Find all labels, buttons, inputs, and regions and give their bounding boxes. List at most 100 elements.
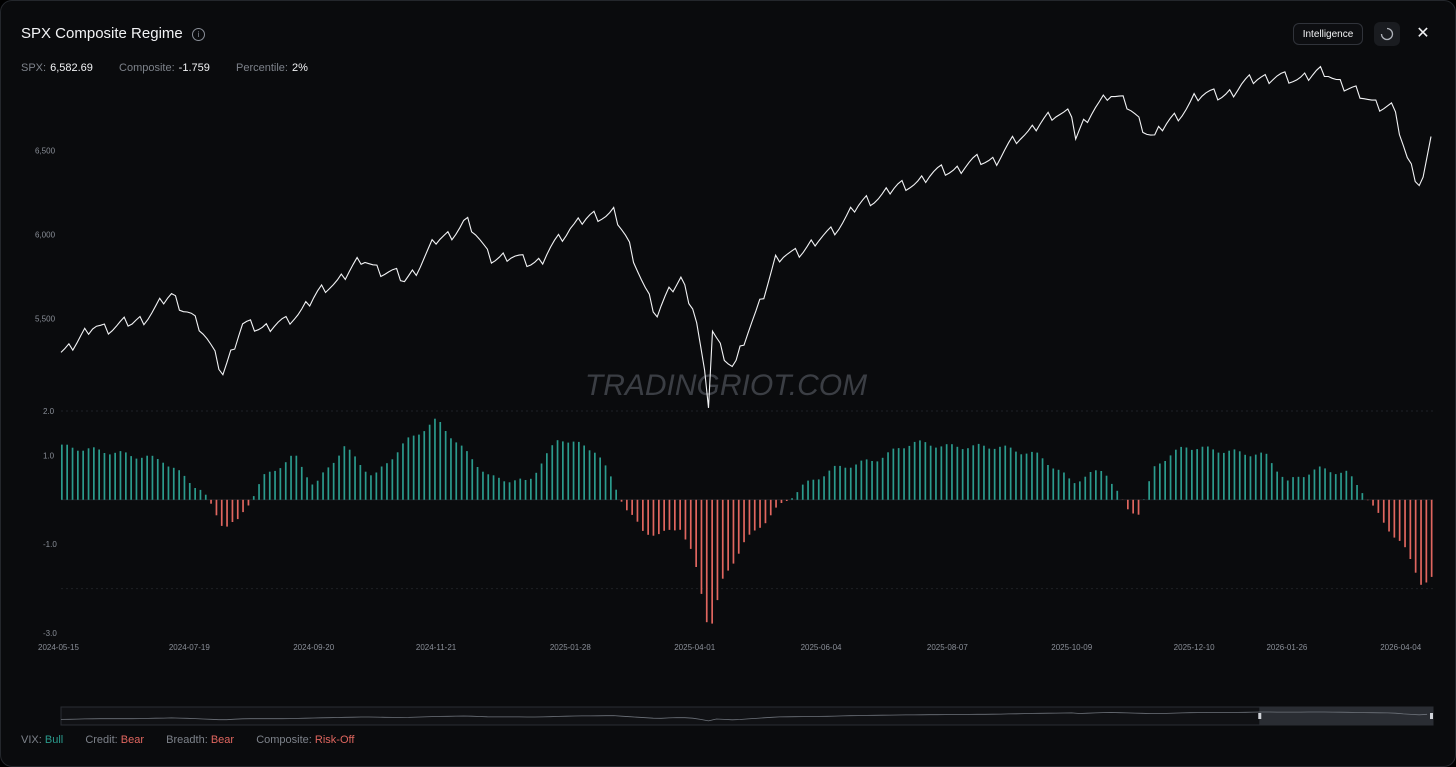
intelligence-button[interactable]: Intelligence (1293, 23, 1363, 45)
composite-bar (178, 470, 180, 500)
composite-bar (322, 472, 324, 500)
composite-bar (236, 499, 239, 520)
composite-bar (172, 467, 175, 500)
composite-bar (434, 418, 436, 500)
composite-bar (1228, 450, 1230, 500)
watermark: TRADINGRIOT.COM (585, 369, 867, 402)
composite-y-tick-label: 2.0 (43, 407, 55, 416)
composite-bar (1377, 499, 1380, 513)
composite-bar (839, 465, 841, 500)
composite-bar (631, 499, 633, 515)
composite-bar (828, 470, 831, 500)
composite-bar (689, 499, 692, 549)
composite-bar (833, 465, 836, 500)
info-icon[interactable]: i (192, 28, 205, 41)
composite-bar (1009, 447, 1012, 500)
composite-bar (476, 467, 479, 500)
composite-bar (98, 449, 100, 500)
close-button[interactable]: ✕ (1413, 26, 1433, 44)
composite-bar (1089, 472, 1092, 500)
composite-bar (215, 499, 218, 516)
composite-bar (1015, 451, 1017, 500)
composite-bar (1137, 499, 1140, 515)
composite-bar (1388, 499, 1390, 532)
composite-bar (1324, 468, 1326, 500)
composite-bar (130, 456, 132, 500)
composite-bar (1260, 452, 1262, 500)
composite-bar (1041, 458, 1044, 500)
composite-bar (956, 446, 959, 500)
composite-bar (663, 499, 665, 531)
composite-bar (705, 499, 708, 623)
composite-bar (1270, 463, 1273, 500)
navigator-handle (1430, 713, 1433, 719)
composite-bar (652, 499, 655, 536)
composite-bar (817, 479, 820, 500)
composite-bar (226, 499, 228, 527)
composite-bar (423, 431, 426, 500)
navigator-track (60, 706, 1434, 726)
composite-bar (1254, 454, 1257, 500)
composite-bar (999, 446, 1001, 500)
navigator[interactable] (60, 706, 1434, 726)
composite-bar (151, 455, 154, 500)
composite-bar (929, 445, 932, 500)
composite-bar (1329, 472, 1332, 500)
composite-bar (524, 480, 527, 500)
composite-bar (109, 454, 111, 500)
composite-bar (1047, 465, 1049, 500)
composite-bar (66, 444, 68, 500)
composite-bar (972, 445, 975, 500)
spx-y-tick-label: 6,500 (35, 146, 56, 155)
composite-bar (439, 422, 442, 500)
composite-bar (780, 499, 783, 503)
composite-bar (1153, 466, 1156, 500)
composite-bar (1265, 453, 1268, 500)
composite-bar (460, 445, 463, 500)
composite-bar (1207, 446, 1209, 500)
composite-bar (332, 462, 335, 500)
composite-bar (444, 431, 447, 500)
composite-bar (647, 499, 649, 535)
x-tick-label: 2025-04-01 (674, 643, 715, 652)
composite-bar (759, 499, 761, 528)
composite-bar (1111, 483, 1113, 500)
composite-bar (844, 467, 847, 500)
composite-bar (1425, 499, 1428, 583)
composite-bar (1052, 468, 1055, 500)
composite-bar (220, 499, 223, 526)
composite-bar (546, 453, 548, 500)
composite-bar (716, 499, 719, 601)
composite-bar (967, 448, 969, 500)
composite-bar (913, 441, 916, 500)
composite-bar (711, 499, 713, 624)
refresh-button[interactable] (1374, 22, 1400, 46)
composite-bar (306, 477, 308, 500)
composite-bar (727, 499, 729, 571)
spx-y-tick-label: 5,500 (35, 314, 56, 323)
composite-bar (977, 443, 980, 500)
composite-bar (583, 445, 585, 500)
composite-bar (700, 499, 703, 594)
composite-bar (204, 494, 207, 500)
composite-bar (562, 441, 564, 500)
composite-bar (556, 440, 559, 500)
composite-bar (1393, 499, 1396, 538)
spx-line (60, 65, 1432, 408)
composite-bar (1201, 446, 1204, 500)
composite-bar (812, 479, 815, 500)
composite-bar (386, 463, 388, 500)
composite-bar (466, 451, 468, 500)
composite-bar (881, 457, 884, 500)
composite-bar (487, 474, 490, 500)
composite-bar (380, 466, 383, 500)
composite-bar (908, 445, 911, 500)
composite-bar (370, 475, 372, 500)
composite-bar (188, 483, 191, 500)
composite-bar (1238, 451, 1241, 500)
composite-bar (674, 499, 676, 531)
composite-bar (258, 484, 260, 500)
composite-bar (156, 459, 159, 500)
composite-bar (103, 453, 106, 500)
composite-bar (578, 441, 580, 500)
